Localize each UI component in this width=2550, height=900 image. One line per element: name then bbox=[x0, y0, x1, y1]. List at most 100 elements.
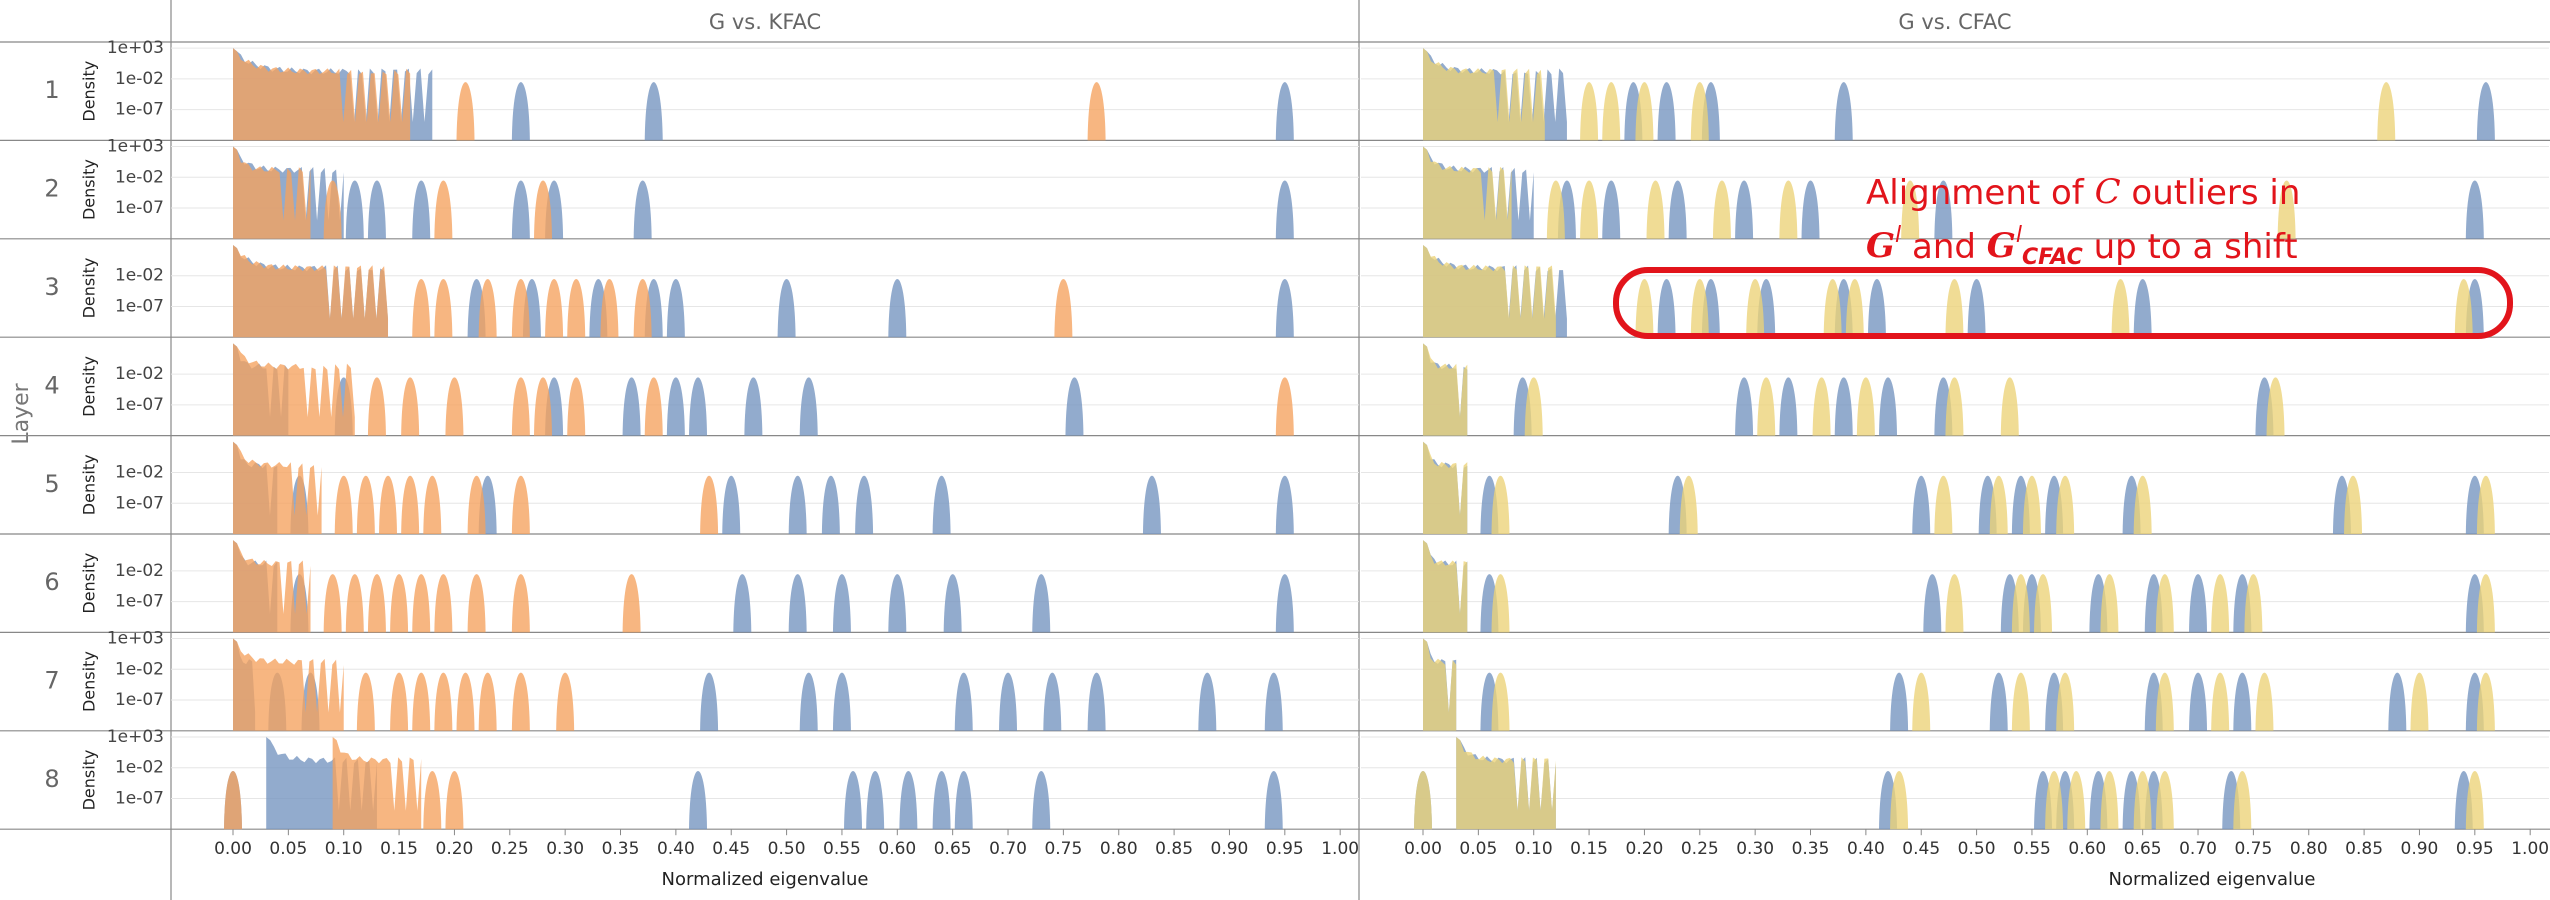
row-label: 5 bbox=[44, 470, 59, 498]
bulk-density bbox=[233, 146, 311, 239]
outlier-peak bbox=[367, 574, 386, 633]
x-tick-label: 0.75 bbox=[1044, 839, 1082, 859]
y-tick-label: 1e+03 bbox=[107, 137, 164, 157]
outlier-peak bbox=[1934, 180, 1953, 239]
outlier-peak bbox=[1945, 278, 1964, 338]
outlier-peak bbox=[1275, 475, 1294, 534]
outlier-peak bbox=[401, 377, 420, 436]
outlier-peak bbox=[1275, 82, 1294, 141]
outlier-peak bbox=[2155, 574, 2174, 633]
bulk-density bbox=[1423, 638, 1457, 731]
outlier-peak bbox=[1890, 672, 1909, 731]
y-tick-label: 1e+03 bbox=[107, 727, 164, 747]
x-tick-label: 0.45 bbox=[712, 839, 750, 859]
y-tick-label: 1e-07 bbox=[115, 592, 164, 612]
outlier-peak bbox=[1712, 180, 1731, 239]
outlier-peak bbox=[2011, 672, 2030, 731]
x-tick-label: 0.90 bbox=[1211, 839, 1249, 859]
annotation-part: Alignment of bbox=[1866, 173, 2095, 213]
x-tick-label: 0.20 bbox=[1626, 839, 1664, 859]
annotation-part: and bbox=[1901, 227, 1987, 267]
outlier-peak bbox=[2111, 278, 2130, 338]
outlier-peak bbox=[2133, 475, 2152, 534]
x-tick-label: 0.25 bbox=[491, 839, 529, 859]
outlier-peak bbox=[1989, 672, 2008, 731]
outlier-peak bbox=[1812, 377, 1831, 436]
outlier-peak bbox=[2476, 475, 2495, 534]
y-tick-label: 1e-07 bbox=[115, 395, 164, 415]
outlier-peak bbox=[2189, 574, 2208, 633]
x-axis-label: Normalized eigenvalue bbox=[2109, 869, 2316, 890]
annotation-part: C bbox=[2095, 172, 2121, 212]
outlier-peak bbox=[1646, 180, 1665, 239]
outlier-peak bbox=[1912, 475, 1931, 534]
outlier-peak bbox=[1668, 180, 1687, 239]
outlier-peak bbox=[2155, 672, 2174, 731]
bulk-density bbox=[233, 48, 411, 141]
outlier-peak bbox=[844, 770, 863, 830]
outlier-peak bbox=[423, 475, 442, 534]
x-tick-label: 0.85 bbox=[1155, 839, 1193, 859]
outlier-peak bbox=[1989, 475, 2008, 534]
outlier-peak bbox=[434, 672, 453, 731]
outlier-peak bbox=[1945, 377, 1964, 436]
outlier-peak bbox=[622, 377, 641, 436]
x-tick-label: 0.15 bbox=[380, 839, 418, 859]
outlier-peak bbox=[412, 278, 431, 338]
outlier-peak bbox=[888, 278, 907, 338]
outlier-peak bbox=[2155, 770, 2174, 830]
outlier-peak bbox=[434, 278, 453, 338]
outlier-peak bbox=[666, 377, 685, 436]
outlier-peak bbox=[1834, 377, 1853, 436]
y-tick-label: 1e-02 bbox=[115, 266, 164, 286]
x-tick-label: 0.50 bbox=[768, 839, 806, 859]
y-tick-label: 1e-02 bbox=[115, 69, 164, 89]
outlier-peak bbox=[511, 475, 530, 534]
x-tick-label: 0.75 bbox=[2234, 839, 2272, 859]
outlier-peak bbox=[1912, 672, 1931, 731]
outlier-peak bbox=[1275, 278, 1294, 338]
outlier-peak bbox=[2189, 672, 2208, 731]
y-tick-label: 1e-02 bbox=[115, 463, 164, 483]
x-tick-label: 0.65 bbox=[2124, 839, 2162, 859]
row-label: 7 bbox=[44, 667, 59, 695]
outlier-peak bbox=[2255, 672, 2274, 731]
outlier-peak bbox=[2476, 672, 2495, 731]
outlier-peak bbox=[888, 574, 907, 633]
outlier-peak bbox=[1546, 180, 1565, 239]
y-tick-label: 1e-02 bbox=[115, 561, 164, 581]
y-axis-label: Density bbox=[80, 750, 99, 811]
outlier-peak bbox=[334, 475, 353, 534]
bulk-density bbox=[233, 343, 355, 436]
outlier-peak bbox=[434, 574, 453, 633]
outlier-peak bbox=[467, 475, 486, 534]
outlier-peak bbox=[345, 180, 364, 239]
outlier-peak bbox=[799, 377, 818, 436]
outlier-peak bbox=[2388, 672, 2407, 731]
bulk-density bbox=[1423, 441, 1468, 534]
row-label: 4 bbox=[44, 371, 59, 399]
x-tick-label: 0.10 bbox=[325, 839, 363, 859]
outlier-peak bbox=[379, 475, 398, 534]
x-tick-label: 0.60 bbox=[2068, 839, 2106, 859]
outlier-peak bbox=[1867, 278, 1886, 338]
row-label: 8 bbox=[44, 765, 59, 793]
x-tick-label: 0.55 bbox=[2013, 839, 2051, 859]
x-axis-label: Normalized eigenvalue bbox=[662, 869, 869, 890]
bulk-density bbox=[233, 638, 344, 731]
outlier-peak bbox=[1735, 377, 1754, 436]
outlier-peak bbox=[2100, 770, 2119, 830]
outlier-peak bbox=[367, 180, 386, 239]
outlier-peak bbox=[2344, 475, 2363, 534]
outlier-peak bbox=[556, 672, 575, 731]
outlier-peak bbox=[545, 278, 564, 338]
outlier-peak bbox=[1198, 672, 1217, 731]
outlier-peak bbox=[2211, 574, 2230, 633]
outlier-peak bbox=[821, 475, 840, 534]
y-axis-label: Density bbox=[80, 159, 99, 220]
outlier-peak bbox=[2244, 574, 2263, 633]
outlier-peak bbox=[1275, 377, 1294, 436]
outlier-peak bbox=[1414, 770, 1433, 830]
outlier-peak bbox=[1580, 82, 1599, 141]
